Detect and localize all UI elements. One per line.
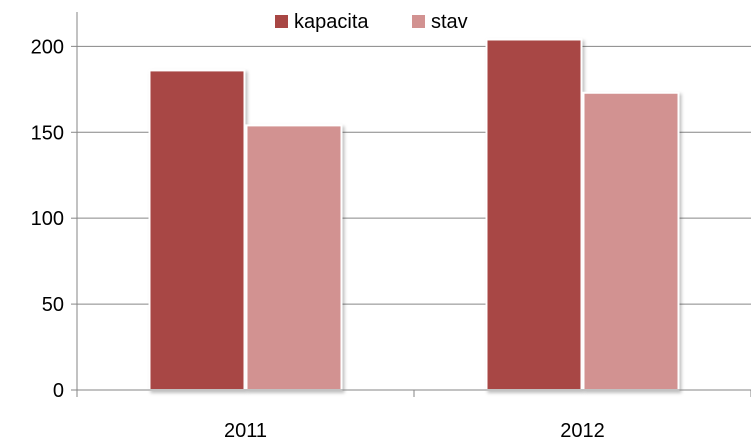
legend-label-kapacita: kapacita: [294, 11, 369, 33]
bar-kapacita-2012: [485, 38, 583, 392]
y-tick-label: 0: [53, 380, 64, 402]
bars: [148, 38, 680, 392]
legend: kapacita stav: [275, 11, 468, 33]
x-tick-label: 2012: [560, 420, 605, 442]
x-tick-label: 2011: [224, 420, 267, 442]
bar-kapacita-2011: [148, 69, 246, 391]
bar-stav-2011: [245, 124, 343, 392]
y-tick-label: 150: [31, 122, 64, 144]
legend-swatch-kapacita: [275, 15, 288, 28]
bar-stav-2012: [582, 91, 680, 391]
y-tick-label: 50: [42, 294, 64, 316]
y-tick-label: 100: [31, 208, 64, 230]
y-axis: 0 50 100 150 200: [31, 12, 78, 402]
legend-label-stav: stav: [431, 11, 468, 33]
y-tick-label: 200: [31, 36, 64, 58]
x-axis: 2011 2012: [76, 389, 751, 442]
legend-swatch-stav: [412, 15, 425, 28]
